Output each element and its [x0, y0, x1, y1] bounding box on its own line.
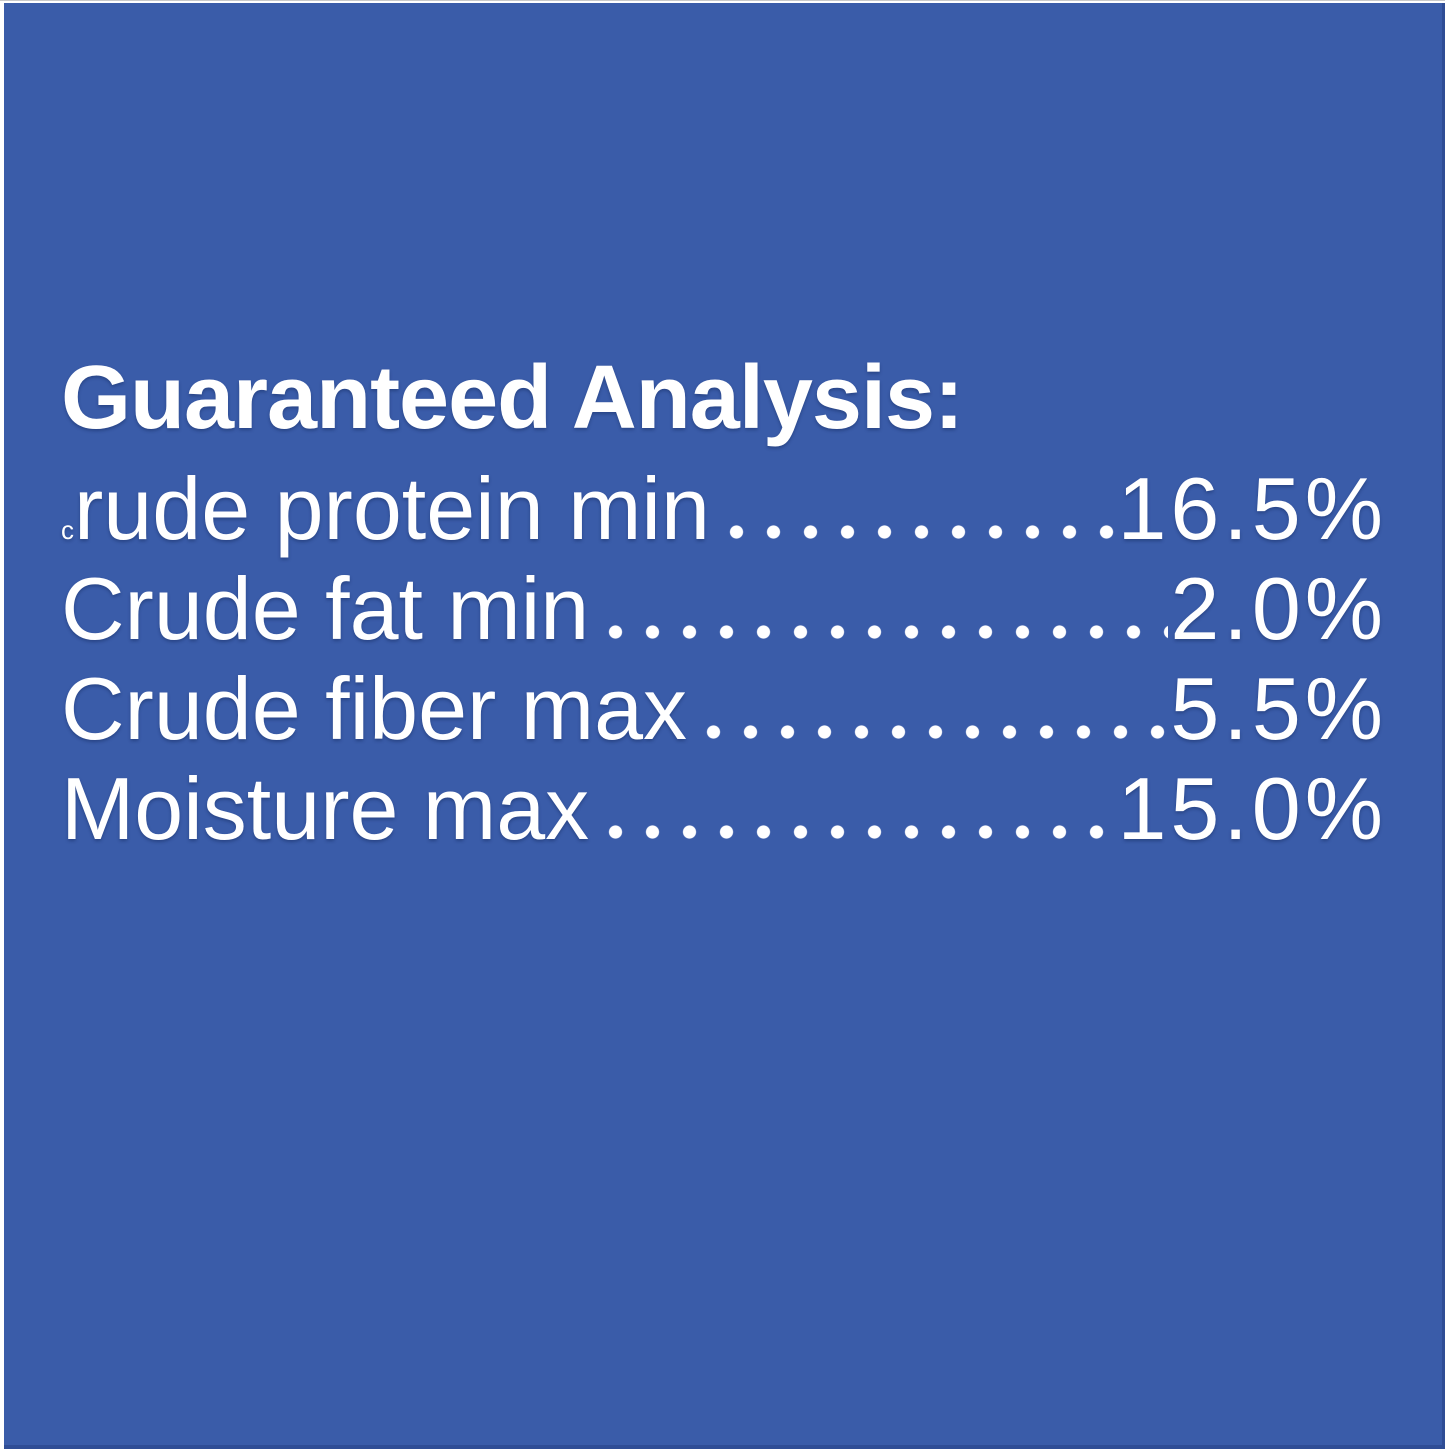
row-label-text: Moisture max — [61, 759, 590, 858]
row-label: Moisture max — [61, 759, 589, 880]
row-label-text: Crude fat min — [61, 559, 590, 658]
dot-leader — [687, 659, 1170, 759]
row-value: 2.0% — [1170, 559, 1387, 658]
dot-leader — [589, 559, 1170, 659]
blue-label-panel: Guaranteed Analysis: crude protein min 1… — [4, 3, 1445, 1449]
dot-leader — [589, 759, 1117, 859]
top-edge-hairline — [0, 0, 1445, 1]
leader-dots — [695, 725, 1169, 739]
guaranteed-analysis-section: Guaranteed Analysis: crude protein min 1… — [61, 351, 1387, 859]
row-value: 16.5% — [1117, 459, 1387, 558]
row-label: Crude fiber max — [61, 659, 687, 780]
row-value: 5.5% — [1170, 659, 1387, 758]
row-label-tiny-prefix: c — [61, 515, 74, 545]
leader-dots — [597, 625, 1169, 639]
analysis-row-crude-protein: crude protein min 16.5% — [61, 459, 1387, 559]
leader-dots — [597, 825, 1116, 839]
leader-dots — [717, 525, 1116, 539]
analysis-row-crude-fat: Crude fat min 2.0% — [61, 559, 1387, 659]
row-value: 15.0% — [1117, 759, 1387, 858]
row-label: Crude fat min — [61, 559, 589, 680]
row-label-text: rude protein min — [74, 459, 710, 558]
row-label-text: Crude fiber max — [61, 659, 688, 758]
guaranteed-analysis-heading: Guaranteed Analysis: — [61, 348, 964, 448]
dot-leader — [710, 459, 1118, 559]
analysis-row-moisture: Moisture max 15.0% — [61, 759, 1387, 859]
analysis-row-crude-fiber: Crude fiber max 5.5% — [61, 659, 1387, 759]
row-label: crude protein min — [61, 459, 710, 580]
